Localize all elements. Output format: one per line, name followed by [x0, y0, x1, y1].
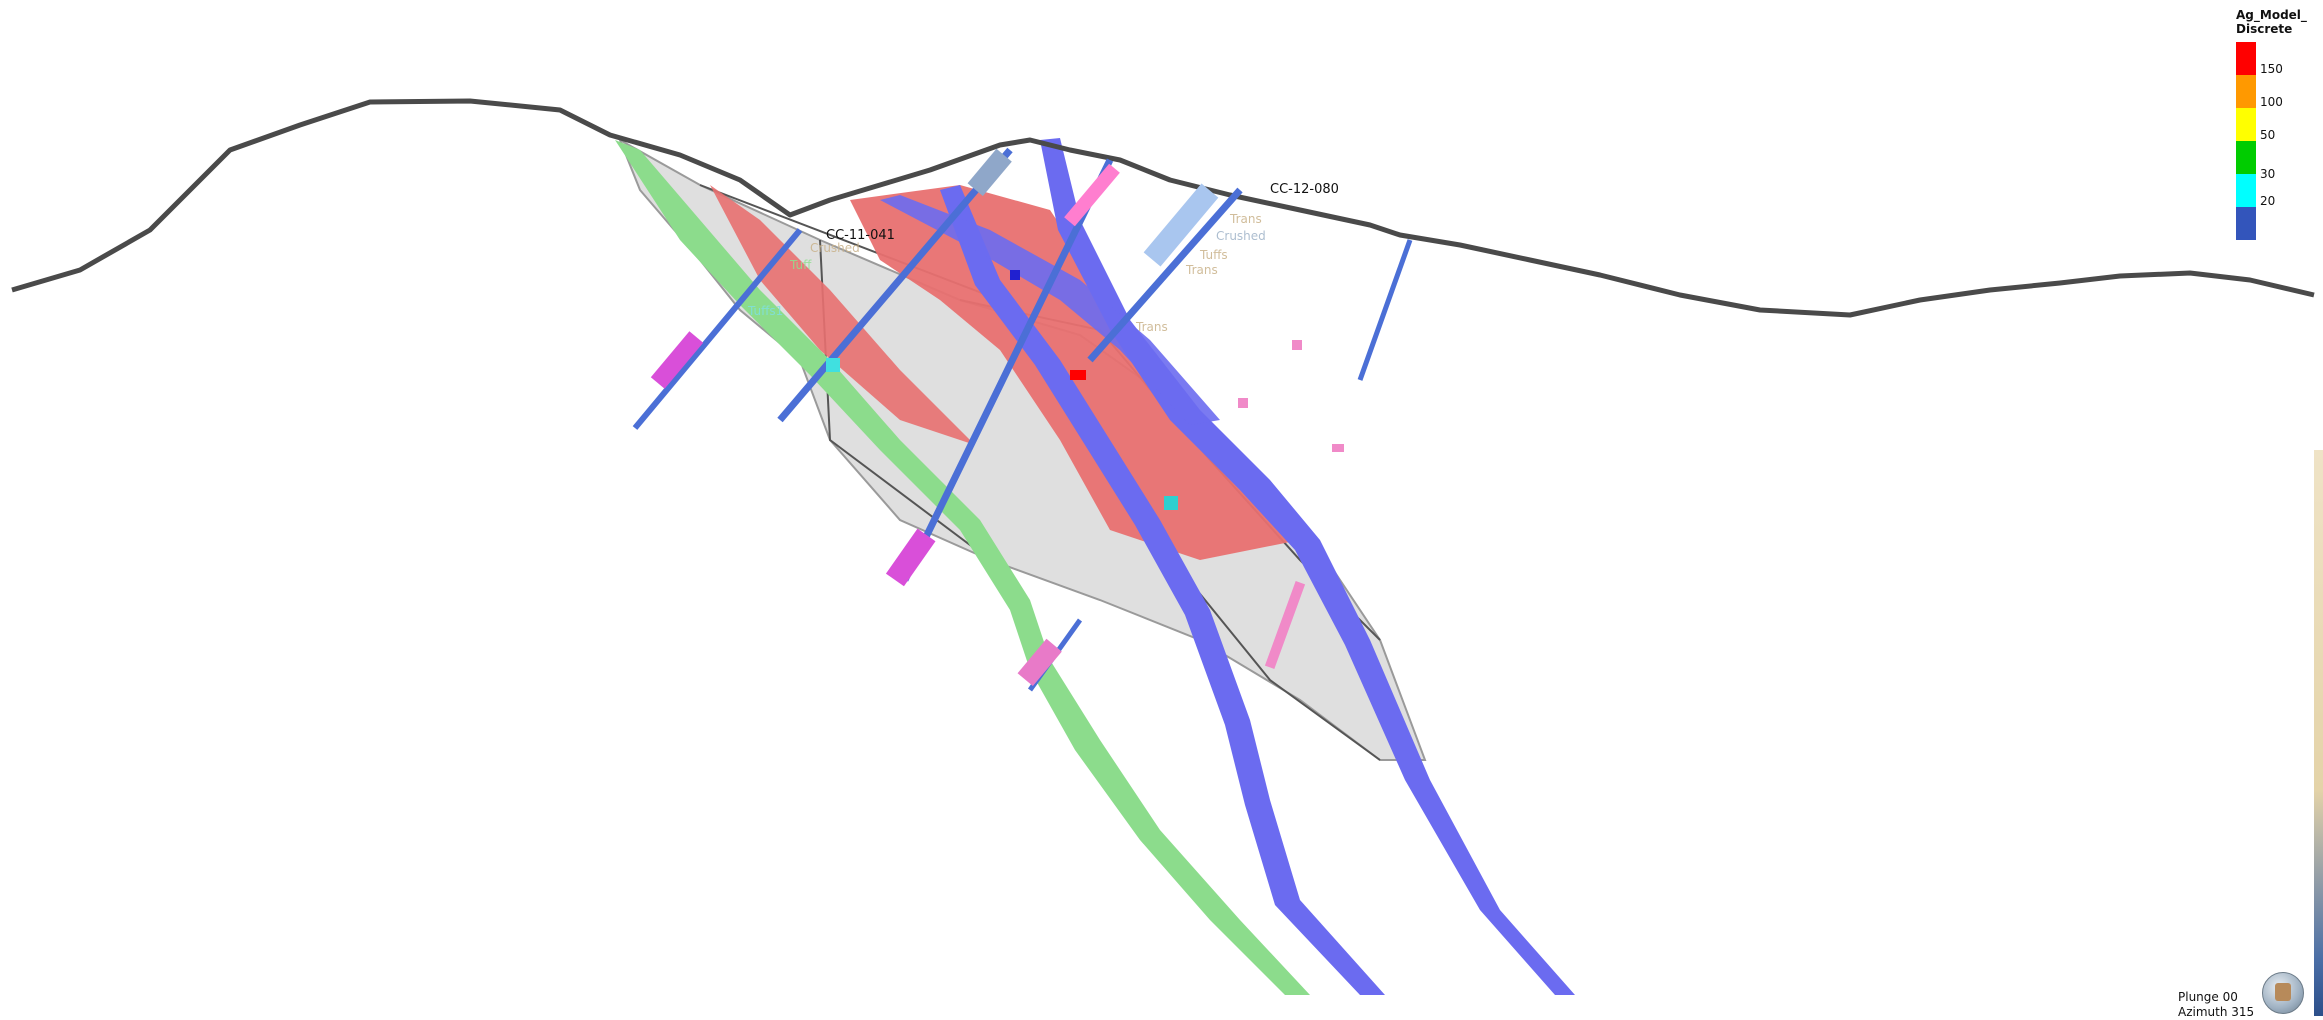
legend-entry: 20: [2236, 174, 2316, 208]
legend-title: Ag_Model_ Discrete: [2236, 8, 2307, 36]
legend-swatch: [2236, 108, 2256, 141]
faint-lithology-label: Tuff: [790, 258, 812, 272]
assay-marker: [1070, 370, 1086, 380]
legend-swatch: [2236, 75, 2256, 108]
faint-lithology-label: Trans: [1186, 263, 1218, 277]
red-ore-lens-west: [710, 185, 975, 445]
drillhole-trace-cc-11-041: [632, 228, 803, 430]
legend-swatch: [2236, 174, 2256, 207]
view-orientation-cube-icon[interactable]: [2262, 972, 2304, 1014]
faint-lithology-label: Crushed: [810, 241, 860, 255]
legend-swatch: [2236, 42, 2256, 75]
faint-lithology-label: Trans: [1230, 212, 1262, 226]
legend-entry: 100: [2236, 75, 2316, 109]
drillhole-trace-east: [1357, 239, 1413, 381]
view-cube-face[interactable]: [2275, 983, 2291, 1001]
plunge-readout: Plunge 00: [2178, 990, 2238, 1004]
assay-marker: [1332, 444, 1344, 452]
legend-label: 150: [2260, 62, 2283, 76]
drillhole-label-cc-12-080: CC-12-080: [1270, 182, 1339, 197]
legend-swatch: [2236, 141, 2256, 174]
drillhole-label-cc-11-041: CC-11-041: [826, 228, 895, 243]
legend-label: 100: [2260, 95, 2283, 109]
topography-line: [11, 98, 2315, 318]
legend-entry: 150: [2236, 42, 2316, 76]
legend-swatches: 150 100 50 30 20: [2236, 42, 2316, 240]
legend-label: 50: [2260, 128, 2276, 142]
faint-lithology-label: Tuffs: [1200, 248, 1228, 262]
faint-lithology-label: Crushed: [1216, 229, 1266, 243]
azimuth-readout: Azimuth 315: [2178, 1005, 2255, 1019]
faint-lithology-label: Trans: [1136, 320, 1168, 334]
assay-marker: [1292, 340, 1302, 350]
assay-marker: [826, 358, 840, 372]
faint-lithology-label: Tuffs1: [748, 304, 784, 318]
drillhole-segment: [885, 528, 936, 587]
drillhole-trace-central: [777, 147, 1013, 423]
green-vein: [615, 140, 1310, 995]
legend-swatch: [2236, 207, 2256, 240]
color-legend: Ag_Model_ Discrete 150 100 50 30 20: [2236, 8, 2316, 240]
side-panel-edge[interactable]: [2314, 450, 2323, 1016]
legend-entry: 30: [2236, 141, 2316, 181]
drillhole-segment: [1064, 163, 1120, 227]
drillhole-segment: [967, 148, 1012, 197]
legend-entry: 50: [2236, 108, 2316, 142]
drillhole-segment: [650, 331, 704, 389]
drillhole-segment: [1264, 581, 1306, 669]
legend-entry: [2236, 207, 2316, 240]
drillhole-trace-long: [901, 158, 1114, 582]
assay-marker: [1010, 270, 1020, 280]
legend-label: 30: [2260, 167, 2276, 181]
assay-marker: [1164, 496, 1178, 510]
drillhole-segment: [1017, 638, 1062, 687]
assay-marker: [1238, 398, 1248, 408]
blue-vein-main: [1040, 138, 1575, 995]
drillhole-trace-cc-12-080: [1087, 187, 1243, 363]
drillhole-collar-cc-12-080: [1143, 183, 1219, 267]
blue-vein-west: [940, 185, 1385, 995]
blue-vein-branch: [880, 195, 1220, 425]
legend-label: 20: [2260, 194, 2276, 208]
